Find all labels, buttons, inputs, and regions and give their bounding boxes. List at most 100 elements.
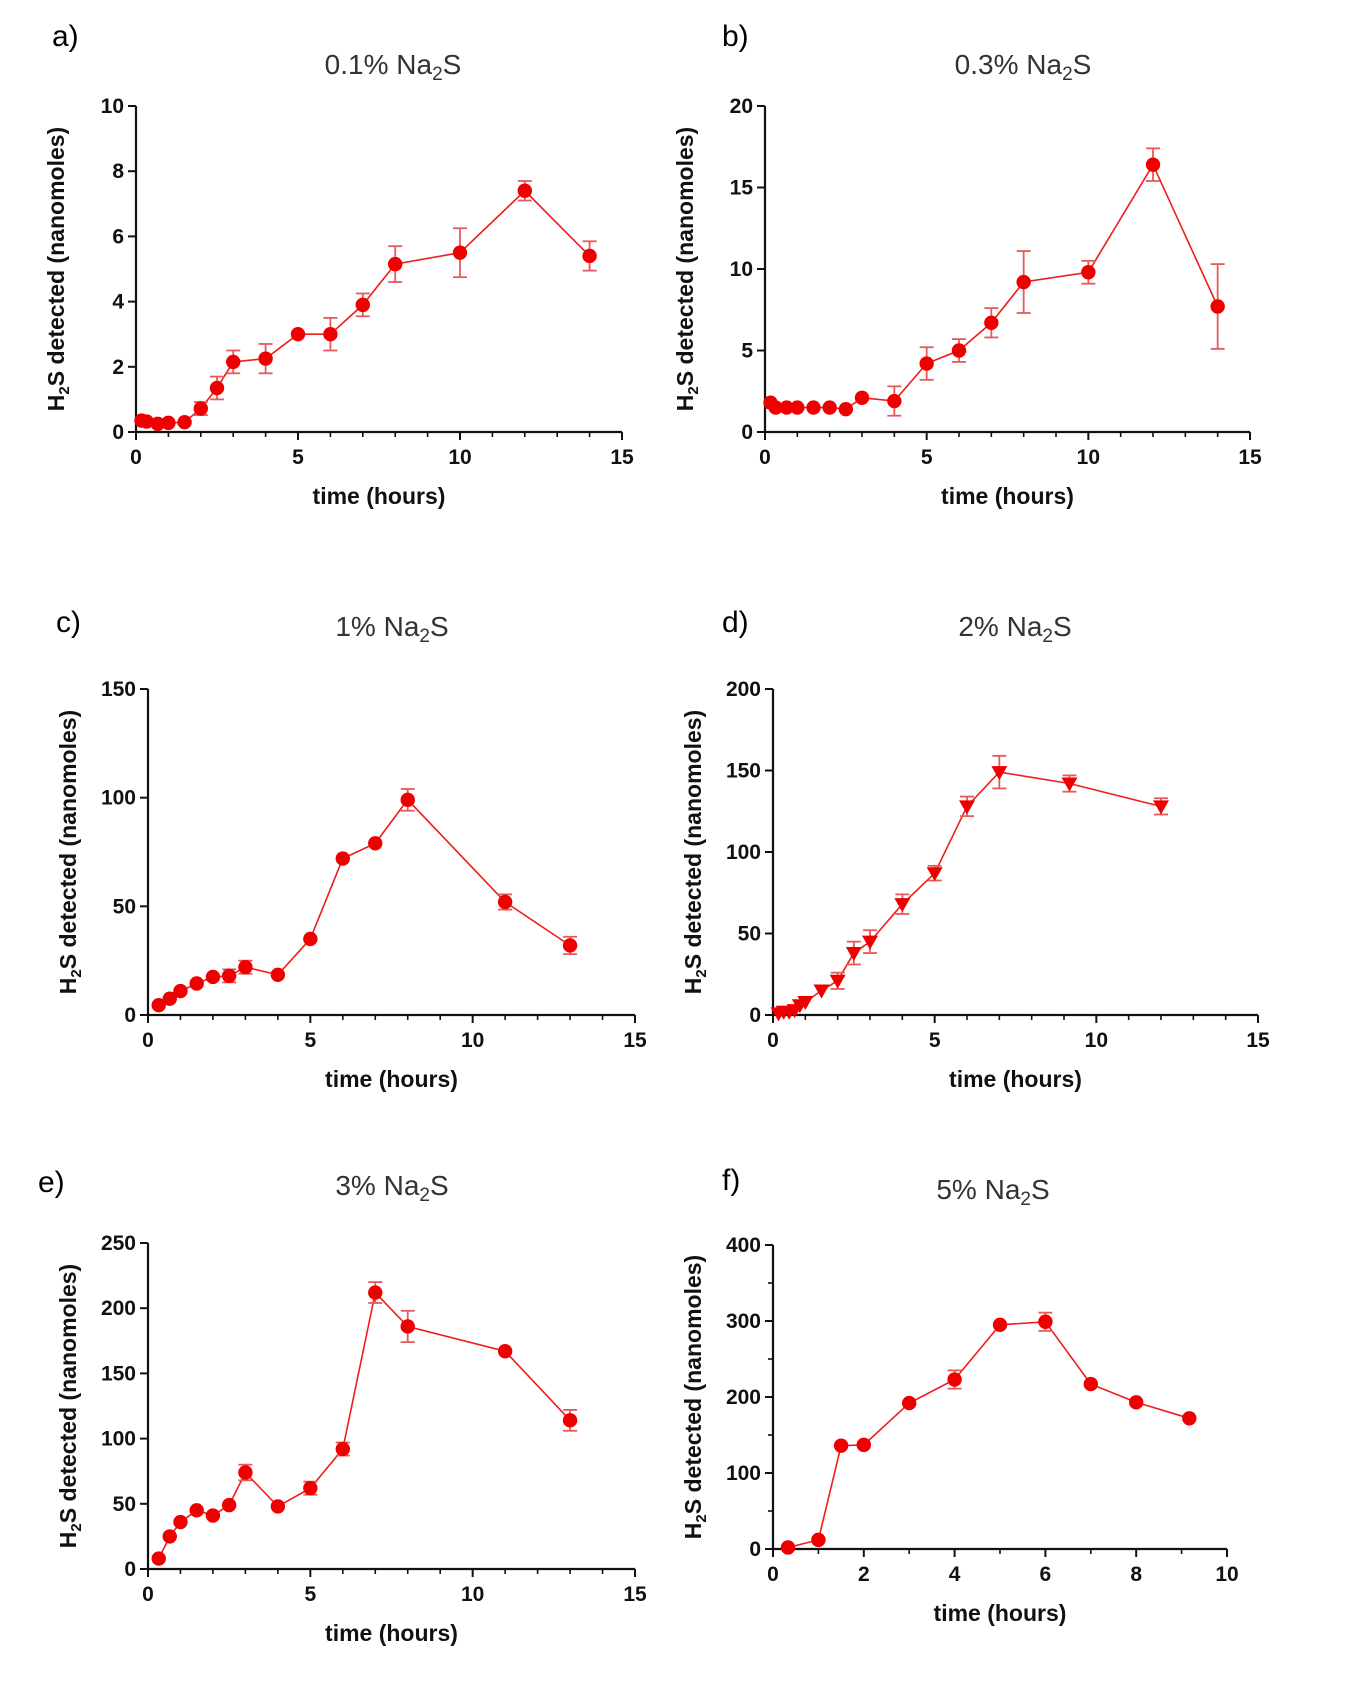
y-axis-label-subscript: 2 <box>68 969 85 977</box>
y-axis-label-end: S detected (nanomoles) <box>55 1264 81 1523</box>
panel-letter: f) <box>722 1164 740 1197</box>
data-point <box>1153 800 1169 814</box>
data-point <box>839 402 853 416</box>
x-tick-label: 0 <box>759 446 771 469</box>
y-axis-label-main: H <box>680 1523 706 1540</box>
data-point <box>1182 1411 1196 1425</box>
x-tick-label: 10 <box>1085 1029 1108 1052</box>
y-axis-label-main: H <box>672 395 698 412</box>
x-tick-label: 10 <box>461 1029 484 1052</box>
data-point <box>303 1481 317 1495</box>
y-axis-label-end: S detected (nanomoles) <box>55 710 81 969</box>
y-tick-label: 100 <box>726 841 761 864</box>
y-axis-label-end: S detected (nanomoles) <box>672 127 698 386</box>
chart-title-main: 1% Na <box>335 611 419 642</box>
x-tick-label: 10 <box>1077 446 1100 469</box>
data-point <box>811 1533 825 1547</box>
data-point <box>1210 299 1224 313</box>
x-tick-label: 15 <box>1246 1029 1270 1052</box>
chart-title-end: S <box>430 1170 449 1201</box>
panel-letter: e) <box>38 1166 65 1199</box>
chart-title-subscript: 2 <box>419 1185 430 1206</box>
chart-title-end: S <box>1031 1174 1050 1205</box>
chart-title-end: S <box>430 611 449 642</box>
data-point <box>222 969 236 983</box>
x-axis-label: time (hours) <box>949 1066 1082 1092</box>
x-tick-label: 15 <box>610 446 634 469</box>
chart-title-main: 0.1% Na <box>325 49 433 80</box>
data-point <box>498 1344 512 1358</box>
data-point <box>855 391 869 405</box>
data-point <box>368 836 382 850</box>
data-point <box>401 1319 415 1333</box>
x-tick-label: 15 <box>623 1583 647 1606</box>
panel-letter: b) <box>722 20 749 53</box>
chart-title-subscript: 2 <box>1020 1189 1031 1210</box>
x-tick-label: 0 <box>130 446 142 469</box>
y-axis-label-subscript: 2 <box>68 1523 85 1531</box>
y-axis-label-main: H <box>680 978 706 995</box>
y-tick-label: 50 <box>113 895 136 918</box>
data-point <box>190 976 204 990</box>
y-tick-label: 0 <box>749 1004 761 1027</box>
data-point <box>919 356 933 370</box>
data-point <box>498 895 512 909</box>
x-tick-label: 2 <box>858 1563 870 1586</box>
chart-title-main: 2% Na <box>958 611 1042 642</box>
chart-title: 5% Na2S <box>936 1174 1049 1210</box>
data-point <box>952 343 966 357</box>
data-point <box>271 1499 285 1513</box>
data-point <box>563 938 577 952</box>
y-axis-label: H2S detected (nanomoles) <box>680 710 710 994</box>
y-tick-label: 50 <box>113 1493 136 1516</box>
x-tick-label: 5 <box>292 446 304 469</box>
y-axis-label: H2S detected (nanomoles) <box>55 1264 85 1548</box>
y-tick-label: 100 <box>101 787 136 810</box>
series-line <box>771 165 1218 410</box>
y-tick-label: 300 <box>726 1310 761 1333</box>
data-point <box>173 984 187 998</box>
x-tick-label: 10 <box>461 1583 484 1606</box>
y-axis-label-end: S detected (nanomoles) <box>680 710 706 969</box>
x-tick-label: 10 <box>1215 1563 1238 1586</box>
data-point <box>152 1551 166 1565</box>
chart-title-end: S <box>1053 611 1072 642</box>
data-point <box>206 970 220 984</box>
chart-title: 1% Na2S <box>335 611 448 647</box>
x-axis-label: time (hours) <box>941 483 1074 509</box>
y-tick-label: 10 <box>730 258 753 281</box>
data-point <box>190 1503 204 1517</box>
chart-title-main: 5% Na <box>936 1174 1020 1205</box>
chart-panel-d: d) 2% Na2S0501001502000 5 10 15time (hours)H… <box>680 606 1270 1092</box>
x-axis-label: time (hours) <box>934 1600 1067 1626</box>
y-axis-label: H2S detected (nanomoles) <box>43 127 73 411</box>
y-tick-label: 2 <box>112 356 124 379</box>
x-tick-label: 10 <box>448 446 471 469</box>
data-point <box>846 947 862 961</box>
data-point <box>518 184 532 198</box>
data-point <box>887 394 901 408</box>
data-point <box>1146 157 1160 171</box>
data-point <box>814 985 830 999</box>
data-point <box>356 298 370 312</box>
data-point <box>902 1396 916 1410</box>
y-tick-label: 4 <box>112 291 124 314</box>
y-axis-label-end: S detected (nanomoles) <box>680 1255 706 1514</box>
data-point <box>163 1529 177 1543</box>
y-tick-label: 150 <box>101 678 136 701</box>
chart-title-main: 3% Na <box>335 1170 419 1201</box>
y-tick-label: 8 <box>112 160 124 183</box>
x-tick-label: 0 <box>767 1563 779 1586</box>
x-axis-label: time (hours) <box>325 1620 458 1646</box>
y-axis-label-subscript: 2 <box>693 969 710 977</box>
data-point <box>1129 1395 1143 1409</box>
y-tick-label: 0 <box>741 421 753 444</box>
data-point <box>323 327 337 341</box>
y-axis-label: H2S detected (nanomoles) <box>680 1255 710 1539</box>
data-point <box>947 1372 961 1386</box>
y-axis-label-subscript: 2 <box>56 386 73 394</box>
y-tick-label: 6 <box>112 225 124 248</box>
data-point <box>959 800 975 814</box>
